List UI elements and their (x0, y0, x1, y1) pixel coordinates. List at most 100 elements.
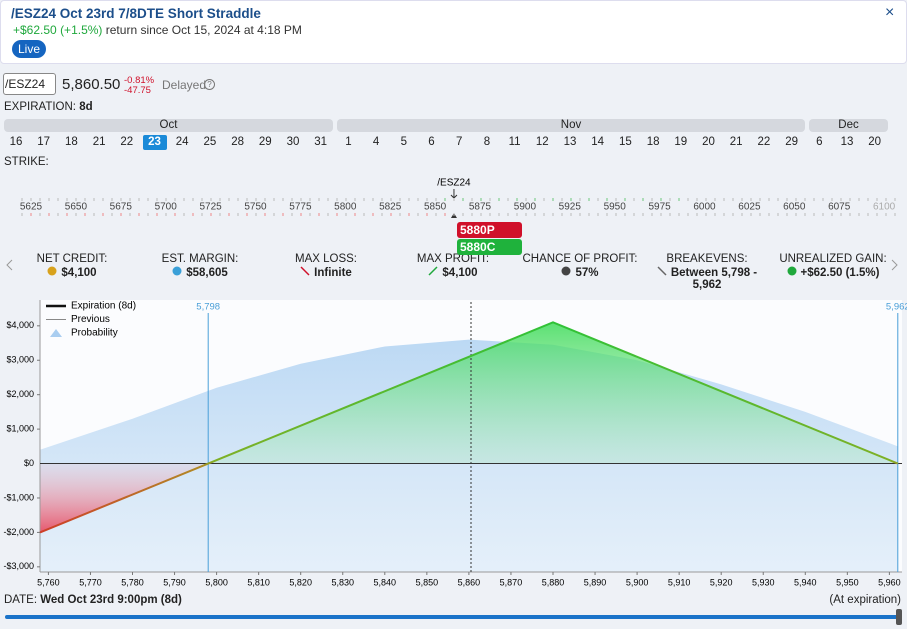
date-row: DATE: Wed Oct 23rd 9:00pm (8d) (4, 594, 182, 606)
stat-value-text: $4,100 (61, 267, 97, 279)
strike-label: 5775 (289, 202, 312, 213)
day[interactable]: 17 (37, 136, 51, 148)
stat-icon (172, 266, 182, 276)
day[interactable]: 6 (428, 136, 435, 148)
strike-label: 5725 (199, 202, 222, 213)
day[interactable]: 18 (646, 136, 660, 148)
close-button[interactable]: × (885, 4, 895, 21)
day[interactable]: 11 (508, 136, 521, 148)
y-tick-label: -$1,000 (3, 492, 34, 502)
stat-label: BREAKEVENS: (666, 253, 748, 265)
day[interactable]: 16 (9, 136, 23, 148)
day[interactable]: 29 (258, 136, 272, 148)
x-tick-label: 5,950 (836, 577, 859, 587)
strike-label: 6075 (828, 202, 851, 213)
strike-label: 5800 (334, 202, 357, 213)
y-tick-label: $0 (24, 458, 34, 468)
day[interactable]: 1 (345, 136, 352, 148)
y-tick-label: $1,000 (6, 423, 34, 433)
strike-label: 5925 (559, 202, 582, 213)
day[interactable]: 22 (757, 136, 771, 148)
legend-label: Probability (71, 328, 118, 339)
chevron (891, 259, 898, 271)
nav-right[interactable] (891, 258, 899, 276)
day[interactable]: 30 (286, 136, 300, 148)
x-tick-label: 5,900 (626, 577, 649, 587)
day[interactable]: 23 (142, 135, 167, 150)
legend-swatch (50, 329, 62, 337)
x-tick-label: 5,820 (289, 577, 312, 587)
stat-icon (47, 266, 57, 276)
nav-left[interactable] (6, 258, 14, 276)
stat-value-text: Infinite (314, 267, 352, 279)
put-tag[interactable]: 5880P (457, 222, 522, 238)
x-tick-label: 5,880 (542, 577, 565, 587)
header: /ESZ24 Oct 23rd 7/8DTE Short Straddle +$… (0, 0, 907, 64)
legend-label: Previous (71, 314, 110, 325)
day[interactable]: 6 (816, 136, 823, 148)
symbol-input[interactable]: /ESZ24 (3, 73, 56, 95)
stat-label: NET CREDIT: (36, 253, 108, 265)
day[interactable]: 4 (372, 136, 380, 148)
day[interactable]: 22 (120, 136, 134, 148)
live-badge[interactable]: Live (12, 40, 47, 58)
day[interactable]: 21 (92, 136, 106, 148)
day[interactable]: 19 (674, 136, 688, 148)
stat-icon (787, 266, 797, 276)
strike-marker: /ESZ24 (437, 178, 471, 189)
stat-label: EST. MARGIN: (161, 253, 239, 265)
day[interactable]: 7 (455, 136, 463, 148)
day[interactable]: 29 (785, 136, 798, 148)
x-tick-label: 5,940 (794, 577, 817, 587)
day[interactable]: 20 (702, 136, 715, 148)
strike-label: 5750 (244, 202, 267, 213)
expiration: EXPIRATION: 8d (4, 101, 93, 113)
x-tick-label: 5,780 (121, 577, 144, 587)
stat-icon (561, 266, 571, 276)
help-icon[interactable]: ? (204, 79, 215, 90)
status: Delayed (162, 78, 207, 92)
day[interactable]: 5 (400, 136, 407, 148)
date-value: Wed Oct 23rd 9:00pm (8d) (40, 594, 182, 606)
day[interactable]: 13 (840, 136, 854, 148)
slider-thumb[interactable] (896, 609, 902, 625)
day[interactable]: 14 (591, 136, 605, 148)
stat-value: 57% (515, 266, 645, 279)
marker-arrow (450, 189, 458, 199)
strike-label: 5875 (469, 202, 492, 213)
x-tick-label: 5,840 (374, 577, 397, 587)
day[interactable]: 20 (868, 136, 882, 148)
strike-label: 5975 (648, 202, 671, 213)
stat-icon (300, 266, 310, 276)
strike-label: STRIKE: (4, 156, 49, 168)
x-tick-label: 5,920 (710, 577, 733, 587)
breakeven-label: 5,798 (196, 302, 220, 313)
day[interactable]: 12 (535, 136, 549, 148)
title: /ESZ24 Oct 23rd 7/8DTE Short Straddle (11, 6, 261, 21)
stat-value-text: +$62.50 (1.5%) (800, 267, 880, 279)
date-note: (At expiration) (829, 594, 901, 606)
day[interactable]: 15 (618, 136, 632, 148)
change: -47.75 (124, 85, 151, 96)
stat-value: Between 5,798 - 5,962 (642, 266, 772, 291)
stat-value: Infinite (261, 266, 391, 279)
day[interactable]: 21 (729, 136, 743, 148)
day[interactable]: 28 (231, 136, 244, 148)
legend-label: Expiration (8d) (71, 301, 136, 312)
day[interactable]: 24 (175, 136, 189, 148)
day[interactable]: 31 (314, 136, 328, 148)
day[interactable]: 13 (563, 136, 577, 148)
call-tag[interactable]: 5880C (457, 239, 522, 255)
expiration-label: EXPIRATION: (4, 101, 76, 113)
strike-label: 6050 (783, 202, 806, 213)
day[interactable]: 25 (203, 136, 217, 148)
return-text: return since Oct 15, 2024 at 4:18 PM (105, 23, 302, 37)
day[interactable]: 18 (64, 136, 78, 148)
date-slider[interactable] (5, 615, 898, 619)
x-tick-label: 5,930 (752, 577, 775, 587)
x-tick-label: 5,960 (878, 577, 901, 587)
stat-icon (657, 266, 667, 276)
price: 5,860.50 (62, 76, 121, 93)
day[interactable]: 8 (483, 136, 491, 148)
